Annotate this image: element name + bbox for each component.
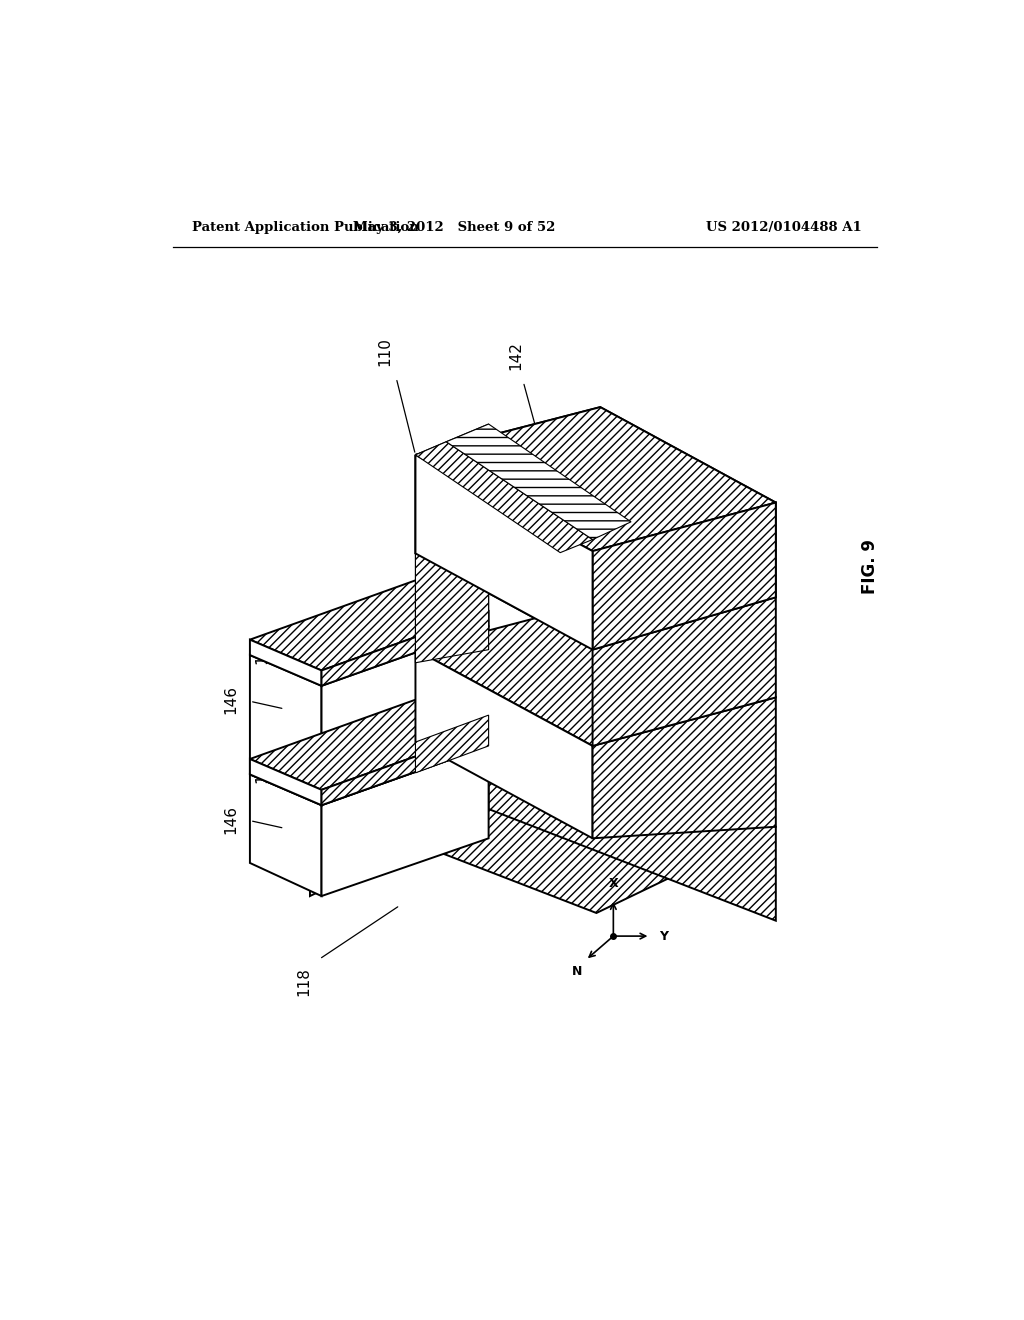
- Polygon shape: [416, 649, 593, 838]
- Polygon shape: [446, 424, 488, 649]
- Text: FIG. 9: FIG. 9: [861, 539, 879, 594]
- Polygon shape: [488, 715, 776, 921]
- Text: 146: 146: [223, 805, 239, 833]
- Polygon shape: [322, 730, 488, 805]
- Text: May 3, 2012   Sheet 9 of 52: May 3, 2012 Sheet 9 of 52: [353, 222, 555, 234]
- Text: 142: 142: [508, 342, 523, 370]
- Text: 146: 146: [223, 685, 239, 714]
- Text: Y: Y: [659, 929, 669, 942]
- Polygon shape: [250, 581, 488, 671]
- Polygon shape: [593, 597, 776, 746]
- Text: 118: 118: [296, 966, 311, 995]
- Polygon shape: [322, 611, 488, 686]
- Polygon shape: [250, 595, 488, 686]
- Polygon shape: [416, 715, 488, 774]
- Polygon shape: [593, 503, 776, 649]
- Polygon shape: [416, 407, 776, 552]
- Text: N: N: [571, 965, 582, 978]
- Polygon shape: [310, 715, 776, 913]
- Polygon shape: [250, 640, 322, 686]
- Polygon shape: [310, 715, 488, 896]
- Polygon shape: [416, 442, 593, 553]
- Text: 110: 110: [377, 338, 392, 367]
- Text: US 2012/0104488 A1: US 2012/0104488 A1: [707, 222, 862, 234]
- Polygon shape: [250, 715, 488, 805]
- Text: 148: 148: [254, 755, 269, 784]
- Polygon shape: [593, 503, 776, 649]
- Polygon shape: [593, 697, 776, 838]
- Polygon shape: [416, 455, 593, 649]
- Polygon shape: [250, 655, 322, 805]
- Polygon shape: [446, 424, 631, 540]
- Polygon shape: [416, 455, 593, 649]
- Polygon shape: [416, 520, 488, 663]
- Text: Patent Application Publication: Patent Application Publication: [193, 222, 419, 234]
- Polygon shape: [416, 442, 446, 663]
- Polygon shape: [250, 700, 488, 789]
- Text: X: X: [608, 876, 618, 890]
- Text: 148: 148: [254, 635, 269, 664]
- Polygon shape: [416, 407, 776, 552]
- Polygon shape: [250, 775, 322, 896]
- Polygon shape: [322, 746, 488, 896]
- Polygon shape: [322, 627, 488, 805]
- Polygon shape: [416, 601, 776, 746]
- Polygon shape: [250, 759, 322, 805]
